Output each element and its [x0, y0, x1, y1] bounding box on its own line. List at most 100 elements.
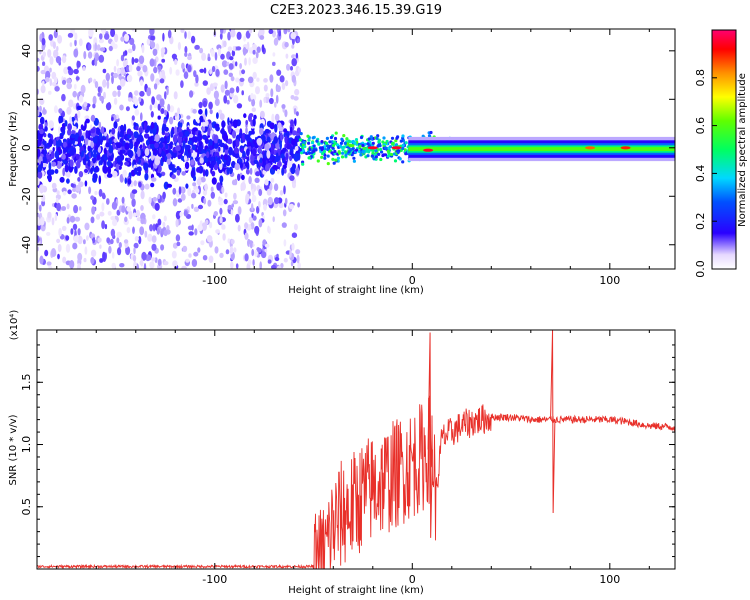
- spectral-noise-mark: [111, 75, 114, 85]
- spectral-noise-mark: [92, 173, 98, 180]
- spectral-noise-mark: [119, 67, 126, 76]
- colorbar-tick-label: 0.0: [694, 260, 707, 278]
- spectral-noise-mark: [259, 35, 265, 40]
- spectral-noise-mark: [105, 102, 112, 111]
- spectral-noise-mark: [207, 127, 211, 136]
- spectral-noise-mark: [235, 139, 240, 147]
- spectral-noise-mark: [157, 103, 161, 111]
- spectral-noise-mark: [251, 98, 256, 107]
- spectral-noise-mark: [90, 140, 95, 148]
- spectral-noise-mark: [37, 109, 40, 117]
- spectral-transition-mark: [311, 136, 315, 140]
- spectral-noise-mark: [275, 94, 279, 104]
- x-tick-label: -100: [202, 274, 227, 287]
- spectral-noise-mark: [279, 140, 282, 150]
- spectral-noise-mark: [83, 101, 88, 108]
- spectral-noise-mark: [149, 58, 155, 67]
- spectral-noise-mark: [60, 126, 64, 132]
- spectral-noise-mark: [249, 167, 253, 175]
- spectral-noise-mark: [162, 191, 166, 200]
- spectral-noise-mark: [174, 59, 178, 65]
- spectral-noise-mark: [255, 171, 261, 177]
- colorbar-label: Normalized spectral amplitude: [737, 73, 748, 227]
- spectral-noise-mark: [150, 35, 156, 41]
- spectral-noise-mark: [90, 114, 96, 122]
- spectral-noise-mark: [251, 248, 255, 257]
- spectral-noise-mark: [40, 85, 46, 94]
- spectral-transition-mark: [398, 157, 402, 161]
- spectral-noise-mark: [62, 148, 68, 153]
- spectral-noise-mark: [235, 61, 238, 67]
- spectral-transition-mark: [362, 146, 366, 150]
- spectral-noise-mark: [88, 186, 92, 195]
- spectral-noise-mark: [244, 57, 247, 66]
- spectral-noise-mark: [120, 54, 125, 62]
- spectral-noise-mark: [214, 98, 220, 106]
- spectral-noise-mark: [276, 265, 282, 269]
- spectral-transition-mark: [371, 151, 375, 155]
- spectral-noise-mark: [223, 69, 229, 75]
- spectral-noise-mark: [90, 216, 95, 224]
- spectral-noise-mark: [251, 188, 255, 196]
- spectral-noise-mark: [293, 108, 297, 115]
- spectral-noise-mark: [91, 206, 96, 215]
- spectral-transition-mark: [390, 136, 395, 140]
- spectral-transition-mark: [353, 141, 357, 145]
- spectral-transition-mark: [322, 149, 326, 154]
- spectral-noise-mark: [156, 94, 162, 101]
- spectral-noise-mark: [87, 145, 91, 152]
- spectral-noise-mark: [203, 67, 207, 74]
- spectral-noise-mark: [230, 261, 234, 269]
- spectral-noise-mark: [263, 96, 267, 104]
- spectral-noise-mark: [153, 83, 158, 90]
- spectral-noise-mark: [161, 58, 166, 63]
- spectral-noise-mark: [101, 202, 105, 212]
- spectral-noise-mark: [228, 63, 234, 70]
- spectral-noise-mark: [278, 126, 284, 132]
- spectral-noise-mark: [272, 61, 276, 66]
- spectral-noise-mark: [283, 257, 288, 263]
- spectral-noise-mark: [188, 231, 194, 236]
- spectral-noise-mark: [284, 135, 288, 144]
- spectral-noise-mark: [209, 109, 213, 115]
- spectral-noise-mark: [262, 239, 267, 247]
- spectral-noise-mark: [39, 255, 44, 265]
- spectral-noise-mark: [220, 29, 224, 35]
- y-tick-label: 20: [20, 92, 33, 106]
- spectral-noise-mark: [171, 174, 176, 180]
- spectral-noise-mark: [123, 123, 127, 132]
- spectral-noise-mark: [61, 153, 66, 160]
- spectral-noise-mark: [256, 206, 260, 214]
- spectral-noise-mark: [169, 143, 173, 150]
- spectral-noise-mark: [187, 187, 192, 197]
- spectral-noise-mark: [217, 47, 222, 57]
- spectral-noise-mark: [124, 216, 128, 223]
- spectral-noise-mark: [106, 80, 110, 89]
- spectral-noise-mark: [128, 142, 134, 150]
- spectral-noise-mark: [252, 57, 258, 64]
- spectral-noise-mark: [71, 193, 77, 199]
- spectral-noise-mark: [250, 182, 254, 189]
- spectral-noise-mark: [67, 129, 72, 136]
- spectral-transition-mark: [317, 142, 321, 146]
- spectral-transition-mark: [383, 153, 388, 157]
- spectral-noise-mark: [239, 69, 242, 76]
- spectral-noise-mark: [278, 160, 281, 166]
- spectral-noise-mark: [264, 243, 270, 248]
- spectral-transition-mark: [315, 139, 319, 143]
- spectral-noise-mark: [111, 127, 116, 135]
- spectral-noise-mark: [175, 69, 180, 76]
- spectral-noise-mark: [135, 156, 139, 163]
- spectral-noise-mark: [173, 91, 178, 100]
- spectral-noise-mark: [257, 247, 262, 253]
- spectral-noise-mark: [278, 202, 284, 209]
- spectrogram-content: [37, 29, 675, 269]
- spectral-noise-mark: [181, 171, 186, 176]
- spectral-noise-mark: [141, 44, 145, 54]
- spectral-noise-mark: [201, 52, 207, 61]
- spectral-noise-mark: [95, 165, 99, 171]
- spectral-noise-mark: [138, 97, 142, 102]
- spectral-noise-mark: [56, 190, 60, 195]
- spectral-noise-mark: [172, 260, 178, 268]
- spectral-transition-mark: [332, 161, 336, 165]
